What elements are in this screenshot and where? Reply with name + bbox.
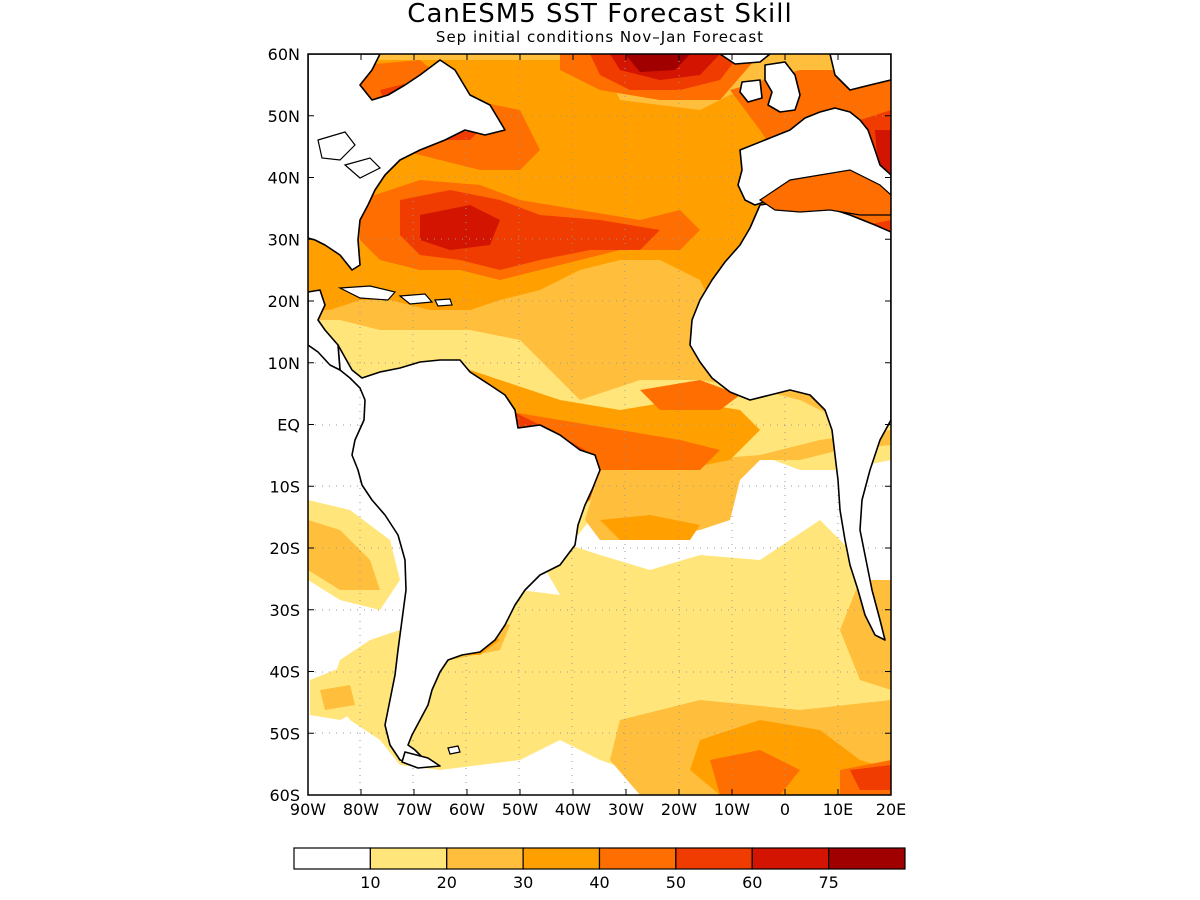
british-isles-outline (764, 61, 801, 113)
lat-label: 50S (269, 724, 300, 743)
axis-ticks (307, 53, 892, 796)
colorbar (293, 847, 906, 870)
latitude-labels: 60N 50N 40N 30N 20N 10N EQ 10S 20S 30S 40S 50S 60S (268, 45, 300, 805)
lon-label: 80W (343, 800, 379, 819)
falkland-islands (447, 745, 461, 755)
colorbar-swatch (598, 847, 677, 870)
lat-label: 10N (268, 354, 300, 373)
caribbean-islands (337, 285, 453, 307)
ireland-outline (739, 79, 763, 103)
skill-field (308, 54, 891, 795)
south-america-outline (337, 344, 601, 766)
colorbar-labels: 10 20 30 40 50 60 75 (360, 873, 839, 892)
colorbar-swatch (293, 847, 371, 870)
colorbar-label: 10 (360, 873, 380, 892)
lat-label: 20S (269, 539, 300, 558)
africa-outline (689, 199, 891, 641)
lat-label: 30S (269, 601, 300, 620)
colorbar-label: 75 (818, 873, 838, 892)
lat-label: 40N (268, 169, 300, 188)
lat-label: 40S (269, 663, 300, 682)
lon-label: 0 (780, 800, 790, 819)
colorbar-swatch (446, 847, 524, 870)
lon-label: 20W (661, 800, 697, 819)
lon-label: 50W (502, 800, 538, 819)
map-title: CanESM5 SST Forecast Skill (407, 0, 793, 29)
scandinavia-outline (829, 54, 891, 91)
central-america-outline (308, 289, 341, 371)
lat-label: 20N (268, 292, 300, 311)
lat-label: 60S (269, 786, 300, 805)
lon-label: 40W (555, 800, 591, 819)
lat-label: 10S (269, 477, 300, 496)
skill-band-75-plus (625, 54, 690, 72)
colorbar-swatch (522, 847, 601, 870)
lat-label: EQ (277, 416, 300, 435)
colorbar-label: 20 (437, 873, 457, 892)
colorbar-label: 40 (589, 873, 609, 892)
lon-label: 10E (823, 800, 853, 819)
lon-label: 70W (396, 800, 432, 819)
lat-label: 60N (268, 45, 300, 64)
lon-label: 30W (608, 800, 644, 819)
colorbar-label: 60 (742, 873, 762, 892)
tierra-del-fuego-outline (401, 751, 441, 769)
north-america-outline (308, 54, 506, 271)
lon-label: 90W (290, 800, 326, 819)
lon-label: 20E (876, 800, 906, 819)
longitude-labels: 90W 80W 70W 60W 50W 40W 30W 20W 10W 0 10E 20E (290, 800, 906, 819)
colorbar-swatch (828, 847, 906, 870)
lat-label: 30N (268, 230, 300, 249)
colorbar-label: 30 (513, 873, 533, 892)
lat-label: 50N (268, 107, 300, 126)
colorbar-swatch (751, 847, 830, 870)
lon-label: 10W (714, 800, 750, 819)
colorbar-label: 50 (666, 873, 686, 892)
mediterranean-sea (758, 169, 891, 216)
great-lakes (317, 131, 382, 179)
lon-label: 60W (449, 800, 485, 819)
colorbar-swatch (675, 847, 753, 870)
map-subtitle: Sep initial conditions Nov–Jan Forecast (435, 28, 765, 46)
colorbar-swatch (369, 847, 448, 870)
